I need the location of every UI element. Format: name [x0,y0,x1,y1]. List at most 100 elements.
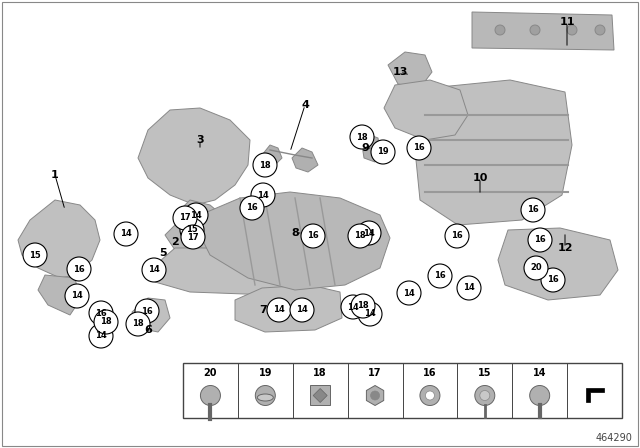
Text: 18: 18 [314,368,327,378]
Polygon shape [472,12,614,50]
Circle shape [475,385,495,405]
Circle shape [397,281,421,305]
Text: 16: 16 [413,143,425,152]
Circle shape [521,198,545,222]
Text: 16: 16 [141,306,153,315]
Polygon shape [292,148,318,172]
Text: 3: 3 [196,135,204,145]
Text: 14: 14 [533,368,547,378]
Text: 11: 11 [559,17,575,27]
Text: 8: 8 [291,228,299,238]
Circle shape [595,25,605,35]
Circle shape [23,243,47,267]
Text: 14: 14 [463,284,475,293]
Text: 18: 18 [132,319,144,328]
Circle shape [528,228,552,252]
Circle shape [114,222,138,246]
Text: 12: 12 [557,243,573,253]
Circle shape [135,299,159,323]
Text: 17: 17 [368,368,382,378]
Circle shape [251,183,275,207]
Text: 14: 14 [296,306,308,314]
Circle shape [358,302,382,326]
Text: 15: 15 [186,225,198,234]
Polygon shape [384,80,468,140]
Text: 16: 16 [73,264,85,273]
Circle shape [426,391,435,400]
Bar [183,363,622,418]
Circle shape [407,136,431,160]
Text: 14: 14 [148,266,160,275]
Circle shape [445,224,469,248]
Ellipse shape [257,394,273,401]
Text: 19: 19 [377,147,389,156]
Text: 16: 16 [307,232,319,241]
Circle shape [357,221,381,245]
Text: 17: 17 [187,233,199,241]
Text: 18: 18 [356,133,368,142]
Polygon shape [38,275,80,315]
Text: 9: 9 [361,143,369,153]
Text: 1: 1 [51,170,59,180]
Text: 464290: 464290 [595,433,632,443]
Text: 16: 16 [423,368,436,378]
Circle shape [530,385,550,405]
Circle shape [371,140,395,164]
Text: 15: 15 [29,250,41,259]
Text: 16: 16 [246,203,258,212]
Circle shape [255,385,275,405]
Circle shape [480,391,490,401]
Circle shape [524,256,548,280]
Polygon shape [132,298,170,332]
Text: 16: 16 [95,309,107,318]
Text: 2: 2 [171,237,179,247]
Polygon shape [200,192,390,290]
Polygon shape [367,385,384,405]
Polygon shape [152,248,295,295]
Polygon shape [175,200,230,258]
Text: 16: 16 [547,276,559,284]
Circle shape [89,324,113,348]
Circle shape [180,218,204,242]
Circle shape [428,264,452,288]
Circle shape [567,25,577,35]
Circle shape [290,298,314,322]
Text: 14: 14 [273,306,285,314]
Text: 18: 18 [259,160,271,169]
Text: 16: 16 [434,271,446,280]
Text: 10: 10 [472,173,488,183]
Text: 14: 14 [120,229,132,238]
Polygon shape [180,248,212,272]
Text: 17: 17 [179,214,191,223]
Circle shape [350,125,374,149]
Polygon shape [165,220,205,250]
Polygon shape [415,80,572,225]
Circle shape [530,25,540,35]
Text: 14: 14 [363,228,375,237]
Text: 14: 14 [364,310,376,319]
Circle shape [240,196,264,220]
Text: 14: 14 [347,302,359,311]
Text: 14: 14 [190,211,202,220]
Text: 18: 18 [100,318,112,327]
Polygon shape [138,108,250,205]
Circle shape [341,295,365,319]
Text: 14: 14 [95,332,107,340]
Text: 4: 4 [301,100,309,110]
Text: 19: 19 [259,368,272,378]
Polygon shape [362,135,380,162]
Polygon shape [310,385,330,405]
Text: 16: 16 [451,232,463,241]
Circle shape [67,257,91,281]
Polygon shape [262,145,282,165]
Circle shape [495,25,505,35]
Circle shape [541,268,565,292]
Circle shape [348,224,372,248]
Circle shape [253,153,277,177]
Text: 14: 14 [403,289,415,297]
Text: 5: 5 [159,248,167,258]
Circle shape [184,203,208,227]
Text: 18: 18 [357,302,369,310]
Text: 16: 16 [534,236,546,245]
Text: 7: 7 [259,305,267,315]
